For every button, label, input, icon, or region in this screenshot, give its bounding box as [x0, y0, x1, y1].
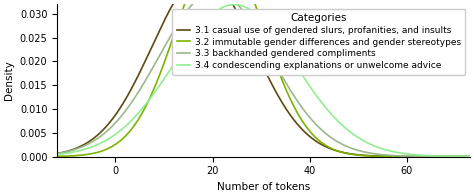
3.4 condescending explanations or unwelcome advice: [436, 155, 442, 157]
Line: 3.4 condescending explanations or unwelcome advice: 3.4 condescending explanations or unwelc…: [18, 5, 474, 157]
Legend: 3.1 casual use of gendered slurs, profanities, and insults, 3.2 immutable gender: 3.1 casual use of gendered slurs, profan…: [172, 9, 465, 74]
3.4 condescending explanations or unwelcome advice: [16, 155, 21, 157]
3.4 condescending explanations or unwelcome advice: [43, 154, 48, 157]
3.4 condescending explanations or unwelcome advice: [275, 38, 281, 41]
3.3 backhanded gendered compliments: [261, 43, 267, 46]
3.2 immutable gender differences and gender stereotypes: [261, 29, 267, 32]
X-axis label: Number of tokens: Number of tokens: [217, 182, 310, 192]
3.1 casual use of gendered slurs, profanities, and insults: [43, 154, 48, 156]
3.3 backhanded gendered compliments: [43, 154, 48, 156]
3.3 backhanded gendered compliments: [16, 155, 21, 157]
Y-axis label: Density: Density: [4, 61, 14, 100]
3.4 condescending explanations or unwelcome advice: [261, 21, 267, 23]
3.2 immutable gender differences and gender stereotypes: [16, 155, 21, 158]
3.3 backhanded gendered compliments: [275, 69, 281, 71]
3.2 immutable gender differences and gender stereotypes: [43, 155, 48, 158]
3.2 immutable gender differences and gender stereotypes: [275, 69, 281, 72]
Line: 3.1 casual use of gendered slurs, profanities, and insults: 3.1 casual use of gendered slurs, profan…: [18, 0, 474, 157]
Line: 3.3 backhanded gendered compliments: 3.3 backhanded gendered compliments: [18, 0, 474, 157]
Line: 3.2 immutable gender differences and gender stereotypes: 3.2 immutable gender differences and gen…: [18, 0, 474, 157]
3.4 condescending explanations or unwelcome advice: [232, 3, 237, 6]
3.1 casual use of gendered slurs, profanities, and insults: [261, 68, 267, 70]
3.3 backhanded gendered compliments: [436, 155, 442, 158]
3.1 casual use of gendered slurs, profanities, and insults: [436, 155, 442, 158]
3.1 casual use of gendered slurs, profanities, and insults: [275, 95, 281, 97]
3.1 casual use of gendered slurs, profanities, and insults: [16, 155, 21, 157]
3.2 immutable gender differences and gender stereotypes: [436, 155, 442, 158]
